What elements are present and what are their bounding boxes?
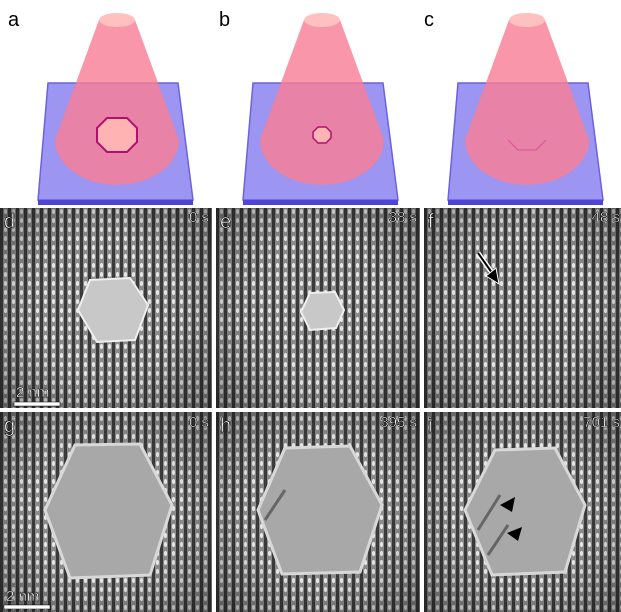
schematic-b: b xyxy=(219,9,398,205)
scale-bar: 2 nm xyxy=(16,384,49,401)
micrograph-f: f 48 s xyxy=(424,208,621,408)
schematic-a: a xyxy=(8,9,193,205)
micrograph-e: e 38 s xyxy=(216,208,420,408)
time-label: 701 s xyxy=(583,414,620,431)
time-label: 48 s xyxy=(592,209,620,226)
time-label: 395 s xyxy=(380,414,417,431)
panel-label: g xyxy=(4,415,15,437)
micrograph-h: h 395 s xyxy=(216,412,420,612)
scale-bar: 2 nm xyxy=(6,588,39,605)
figure: a b c d 0 s 2 nm e 38 s f 48 s xyxy=(0,0,621,612)
panel-label: c xyxy=(424,9,434,31)
micrograph-d: d 0 s 2 nm xyxy=(0,208,212,408)
panel-label: i xyxy=(428,415,432,437)
time-label: 0 s xyxy=(189,414,209,431)
panel-label: a xyxy=(8,9,20,31)
panel-label: b xyxy=(219,9,230,31)
panel-label: h xyxy=(220,415,231,437)
panel-label: e xyxy=(220,211,231,233)
schematic-c: c xyxy=(424,9,603,205)
panel-label: f xyxy=(428,211,434,233)
micrograph-g: g 0 s 2 nm xyxy=(0,412,212,612)
micrograph-i: i 701 s xyxy=(424,412,621,612)
time-label: 38 s xyxy=(389,209,417,226)
panel-label: d xyxy=(4,211,15,233)
time-label: 0 s xyxy=(189,209,209,226)
